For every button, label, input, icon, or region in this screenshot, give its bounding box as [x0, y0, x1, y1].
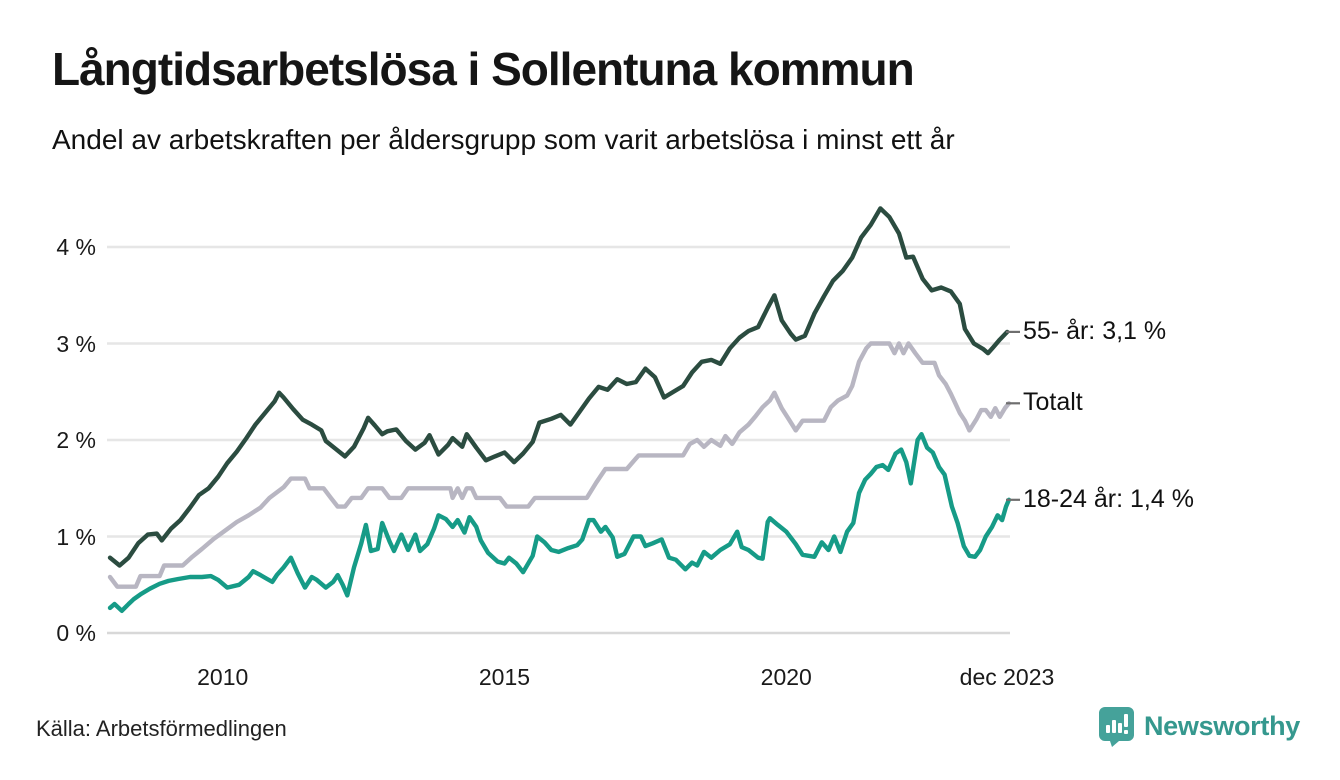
series-end-label-18-24-år: 18-24 år: 1,4 % — [1023, 484, 1194, 513]
series-line-55--år — [107, 206, 1010, 568]
series-line-totalt — [107, 341, 1012, 589]
source-text: Källa: Arbetsförmedlingen — [36, 716, 287, 741]
page-title: Långtidsarbetslösa i Sollentuna kommun — [52, 43, 915, 95]
series-end-label-totalt: Totalt — [1023, 388, 1083, 417]
series-line-18-24-år — [107, 432, 1012, 613]
logo-exclamation-dot — [1123, 730, 1128, 734]
newsworthy-logo-text: Newsworthy — [1143, 711, 1300, 741]
x-tick-label-dec-2023: dec 2023 — [959, 664, 1055, 690]
y-tick-label-3: 3 % — [56, 330, 96, 357]
logo-bar-2 — [1111, 720, 1116, 733]
y-tick-label-1: 1 % — [56, 523, 96, 550]
y-tick-label-2: 2 % — [56, 427, 96, 453]
logo-exclamation — [1123, 714, 1128, 727]
x-tick-label-2020: 2020 — [760, 664, 812, 690]
newsworthy-logo-icon — [1098, 707, 1134, 747]
y-tick-label-0: 0 % — [56, 620, 96, 646]
x-tick-label-2010: 2010 — [197, 664, 249, 690]
logo-bar-3 — [1117, 723, 1122, 733]
y-tick-label-4: 4 % — [56, 234, 96, 260]
newsworthy-logo: Newsworthy — [1098, 706, 1300, 747]
logo-bar-1 — [1105, 725, 1110, 733]
series-end-label-55--år: 55- år: 3,1 % — [1023, 316, 1167, 345]
page-subtitle: Andel av arbetskraften per åldersgrupp s… — [52, 124, 955, 155]
x-tick-label-2015: 2015 — [478, 664, 531, 690]
